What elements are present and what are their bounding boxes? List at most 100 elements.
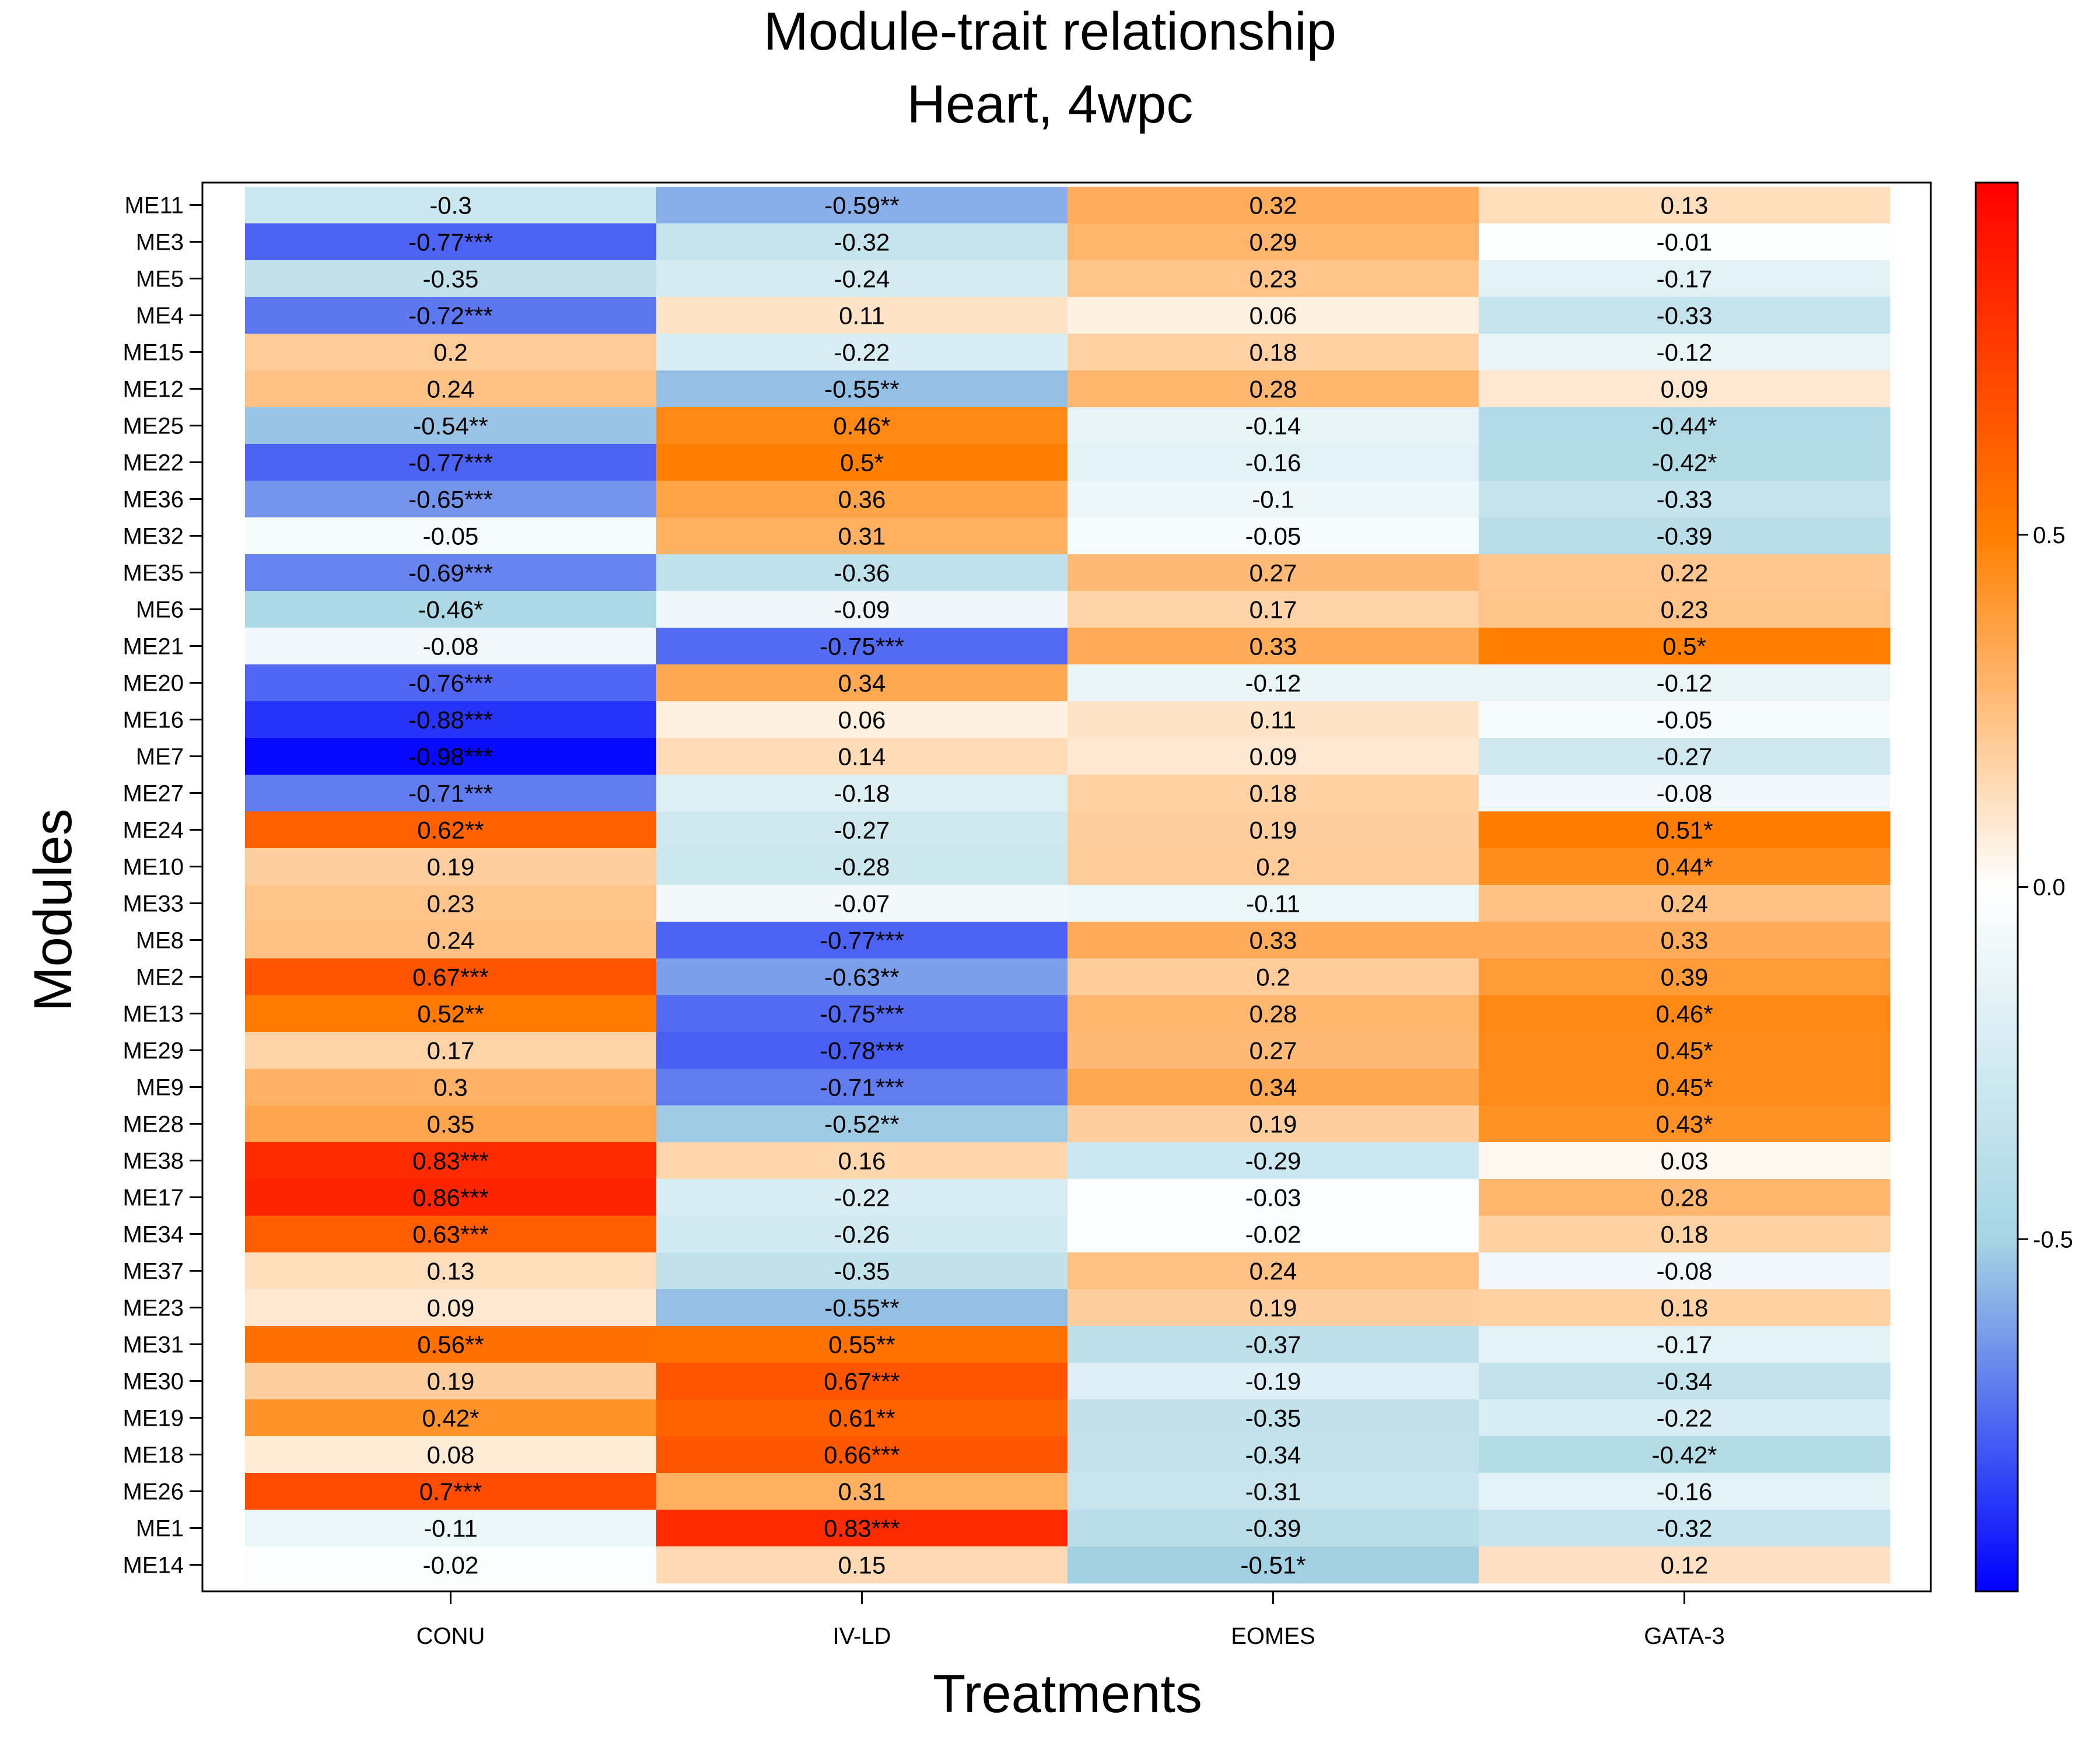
heatmap-cell — [1068, 995, 1479, 1032]
cell-value-label: 0.17 — [1250, 596, 1297, 624]
heatmap-cell — [1479, 1179, 1891, 1216]
heatmap-cell — [245, 187, 657, 224]
heatmap-cell-labels: -0.3 -0.59** 0.32 0.13 -0.77*** -0.32 0.29 -0.0… — [408, 192, 1717, 1579]
heatmap-cell — [1479, 958, 1891, 996]
heatmap-cell — [656, 591, 1068, 628]
cell-value-label: -0.32 — [834, 229, 890, 256]
heatmap-cell — [1479, 1436, 1891, 1474]
cell-value-label: 0.67*** — [824, 1368, 900, 1395]
heatmap-cell — [656, 1399, 1068, 1437]
heatmap-cell — [245, 260, 657, 298]
cell-value-label: 0.66*** — [824, 1441, 900, 1469]
cell-value-label: -0.17 — [1657, 1331, 1713, 1359]
cell-value-label: -0.17 — [1657, 265, 1713, 293]
y-tick-label: ME18 — [123, 1443, 184, 1468]
cell-value-label: 0.13 — [1661, 192, 1709, 219]
colorbar: 0.5 0.0 -0.5 — [1975, 181, 2073, 1592]
heatmap-cell — [1068, 1510, 1479, 1547]
heatmap-cell — [245, 1032, 657, 1069]
heatmap-cell — [245, 958, 657, 996]
cell-value-label: 0.33 — [1250, 927, 1297, 954]
heatmap-cell — [245, 297, 657, 334]
heatmap-cell — [1068, 1436, 1479, 1474]
cell-value-label: 0.24 — [427, 927, 475, 954]
cell-value-label: 0.32 — [1250, 192, 1297, 219]
cell-value-label: -0.22 — [1657, 1405, 1713, 1432]
cell-value-label: -0.19 — [1245, 1368, 1301, 1395]
heatmap-cell — [656, 922, 1068, 959]
cell-value-label: 0.13 — [427, 1258, 475, 1285]
cell-value-label: 0.23 — [1661, 596, 1709, 624]
cell-value-label: -0.75*** — [820, 1000, 904, 1028]
cell-value-label: 0.45* — [1656, 1037, 1713, 1065]
heatmap-cell — [245, 995, 657, 1032]
heatmap-cell — [1068, 554, 1479, 592]
cell-value-label: 0.06 — [1250, 302, 1297, 330]
heatmap-cell — [1479, 334, 1891, 371]
cell-value-label: 0.86*** — [412, 1184, 489, 1212]
heatmap-cell — [656, 1363, 1068, 1400]
y-tick-label: ME2 — [136, 965, 184, 991]
heatmap-cell — [245, 591, 657, 628]
cell-value-label: 0.19 — [1250, 817, 1297, 844]
cell-value-label: -0.32 — [1657, 1515, 1713, 1542]
cell-value-label: -0.34 — [1245, 1441, 1301, 1469]
cell-value-label: 0.46* — [1656, 1000, 1713, 1028]
cell-value-label: 0.18 — [1250, 339, 1297, 366]
heatmap-cell — [1479, 738, 1891, 775]
heatmap-cell — [1479, 187, 1891, 224]
cell-value-label: 0.27 — [1250, 559, 1297, 587]
cell-value-label: 0.18 — [1661, 1221, 1709, 1248]
heatmap-cell — [245, 444, 657, 481]
heatmap-cell — [245, 517, 657, 555]
heatmap-cell — [1068, 187, 1479, 224]
x-axis: CONU IV-LD EOMES GATA-3 — [416, 1591, 1725, 1649]
cell-value-label: -0.78*** — [820, 1037, 904, 1065]
y-tick-label: ME11 — [124, 193, 184, 219]
y-tick-label: ME31 — [123, 1332, 184, 1358]
heatmap-cell — [656, 958, 1068, 996]
colorbar-tick-label: -0.5 — [2033, 1227, 2073, 1252]
cell-value-label: 0.2 — [1256, 964, 1290, 991]
heatmap-cell — [245, 407, 657, 444]
heatmap-cell — [1068, 1142, 1479, 1180]
heatmap-cell — [245, 554, 657, 592]
cell-value-label: 0.29 — [1250, 229, 1297, 256]
heatmap-cell — [656, 1179, 1068, 1216]
heatmap-cell — [1068, 1473, 1479, 1510]
x-tick-label: EOMES — [1231, 1623, 1315, 1649]
cell-value-label: 0.09 — [1250, 743, 1297, 771]
y-tick-label: ME5 — [136, 267, 184, 292]
cell-value-label: 0.09 — [427, 1294, 475, 1322]
heatmap-cell — [656, 554, 1068, 592]
heatmap-cell — [1068, 1289, 1479, 1326]
cell-value-label: -0.02 — [1245, 1221, 1301, 1248]
heatmap-cell — [1479, 370, 1891, 408]
cell-value-label: -0.12 — [1657, 339, 1713, 366]
cell-value-label: -0.35 — [1245, 1405, 1301, 1432]
heatmap-cell — [1068, 444, 1479, 481]
colorbar-tick-label: 0.0 — [2033, 875, 2066, 901]
heatmap-cell — [1068, 1069, 1479, 1106]
cell-value-label: 0.55** — [828, 1331, 895, 1359]
cell-value-label: -0.02 — [423, 1552, 479, 1579]
cell-value-label: -0.33 — [1657, 486, 1713, 513]
heatmap-cell — [1068, 370, 1479, 408]
y-axis: ME11 ME3 ME5 ME4 ME15 ME12 ME25 ME22 ME36 ME32 ME3… — [123, 193, 202, 1578]
cell-value-label: -0.46* — [418, 596, 483, 624]
heatmap-cell — [245, 848, 657, 886]
heatmap-cell — [245, 1363, 657, 1400]
colorbar-gradient — [1975, 181, 2019, 1592]
heatmap-cell — [656, 1105, 1068, 1143]
heatmap-cell — [1068, 885, 1479, 922]
cell-value-label: -0.69*** — [408, 559, 493, 587]
cell-value-label: 0.24 — [1250, 1258, 1297, 1285]
cell-value-label: 0.19 — [1250, 1294, 1297, 1322]
cell-value-label: -0.12 — [1245, 670, 1301, 697]
heatmap-cell — [656, 334, 1068, 371]
heatmap-cell — [1479, 517, 1891, 555]
heatmap-cell — [245, 1510, 657, 1547]
heatmap-cell — [1479, 664, 1891, 702]
cell-value-label: -0.26 — [834, 1221, 890, 1248]
heatmap-cell — [656, 1069, 1068, 1106]
